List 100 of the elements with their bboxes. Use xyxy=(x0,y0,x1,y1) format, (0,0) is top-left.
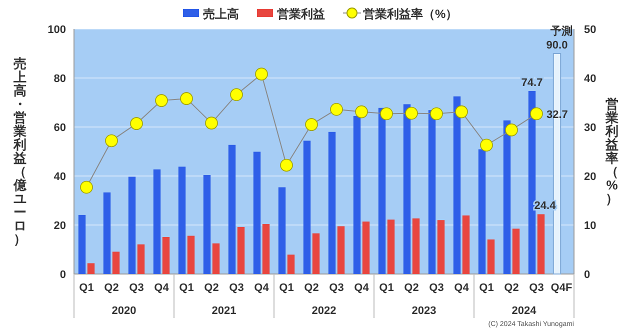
bar xyxy=(203,175,211,274)
bar xyxy=(128,176,136,274)
point xyxy=(230,88,243,102)
x-tick-label: Q3 xyxy=(529,282,544,294)
x-tick-label: Q3 xyxy=(329,282,344,294)
annotation: 予測 xyxy=(550,24,572,38)
bar xyxy=(237,226,245,274)
bar xyxy=(453,96,461,274)
bar xyxy=(303,140,311,274)
bar xyxy=(328,132,336,274)
point xyxy=(255,68,268,80)
bar xyxy=(403,104,411,274)
x-tick-label: Q4 xyxy=(254,282,270,294)
point xyxy=(305,118,318,131)
y2-tick-label: 20 xyxy=(584,171,596,183)
point xyxy=(480,138,493,152)
data-label: 32.7 xyxy=(546,108,568,121)
x-tick-label: Q2 xyxy=(404,282,419,294)
point xyxy=(280,158,293,172)
x-tick-label: Q2 xyxy=(204,282,219,294)
legend-label: 営業利益 xyxy=(277,7,325,21)
x-tick-label: Q4F xyxy=(550,282,572,294)
text: 2024 xyxy=(512,305,538,317)
y-tick-label: 20 xyxy=(54,220,66,232)
bar xyxy=(528,90,536,274)
x-tick-label: Q1 xyxy=(179,282,194,294)
bar xyxy=(337,226,345,274)
x-tick-label: Q2 xyxy=(304,282,319,294)
bar xyxy=(103,192,111,274)
bar xyxy=(537,214,545,274)
legend-label: 営業利益率（%） xyxy=(363,7,458,21)
point xyxy=(455,105,468,118)
bar xyxy=(87,263,95,274)
bar xyxy=(112,252,120,274)
data-label: 74.7 xyxy=(521,76,543,89)
y2-axis-title: 営業利益率（%） xyxy=(604,96,618,206)
point xyxy=(180,92,193,105)
y-tick-label: 0 xyxy=(60,269,66,281)
y-tick-label: 60 xyxy=(54,122,66,134)
bar xyxy=(478,149,486,274)
point xyxy=(105,134,118,148)
x-tick-label: Q1 xyxy=(479,282,494,294)
bar xyxy=(137,244,145,274)
point xyxy=(80,180,93,194)
text: 2022 xyxy=(312,305,336,317)
bar xyxy=(78,214,86,274)
bar xyxy=(487,239,495,274)
text: 2021 xyxy=(212,305,236,317)
point xyxy=(380,107,393,120)
bar xyxy=(153,169,161,274)
y2-tick-label: 30 xyxy=(584,122,596,134)
bar xyxy=(287,254,295,274)
x-tick-label: Q4 xyxy=(354,282,370,294)
text: 売上高・営業利益（億ユーロ） xyxy=(14,56,26,246)
point xyxy=(405,106,418,120)
point xyxy=(205,116,218,130)
point xyxy=(530,107,543,120)
bar xyxy=(312,233,320,274)
bar xyxy=(178,166,186,274)
bar xyxy=(278,187,286,274)
bar xyxy=(362,222,370,274)
point xyxy=(430,107,443,120)
bar xyxy=(262,224,270,274)
bar xyxy=(437,220,445,274)
y-tick-label: 40 xyxy=(54,171,66,183)
y-tick-label: 80 xyxy=(54,73,66,85)
x-tick-label: Q1 xyxy=(279,282,294,294)
x-tick-label: Q3 xyxy=(229,282,244,294)
y2-tick-label: 40 xyxy=(584,73,596,85)
text: 2020 xyxy=(112,305,136,317)
x-tick-label: Q2 xyxy=(104,282,119,294)
point xyxy=(330,102,343,116)
text: 2023 xyxy=(412,305,436,317)
bar xyxy=(503,120,511,274)
x-tick-label: Q4 xyxy=(454,282,470,294)
bar xyxy=(228,144,236,274)
x-tick-label: Q3 xyxy=(129,282,144,294)
bar xyxy=(428,110,436,274)
data-label: 90.0 xyxy=(546,40,568,52)
point xyxy=(130,117,143,130)
y2-tick-label: 0 xyxy=(584,269,590,281)
y-tick-label: 100 xyxy=(48,24,66,36)
bar xyxy=(253,152,261,274)
bar xyxy=(412,218,420,274)
x-tick-label: Q1 xyxy=(379,282,394,294)
bar xyxy=(387,220,395,274)
bar xyxy=(378,108,386,274)
point xyxy=(505,124,518,136)
y2-tick-label: 10 xyxy=(584,220,596,232)
bar xyxy=(212,243,220,274)
bar xyxy=(512,228,520,274)
x-tick-label: Q3 xyxy=(429,282,444,294)
x-tick-label: Q4 xyxy=(154,282,170,294)
legend-label: 売上高 xyxy=(203,7,239,21)
x-tick-label: Q2 xyxy=(504,282,519,294)
point xyxy=(155,94,168,107)
y2-tick-label: 50 xyxy=(584,24,596,36)
bar xyxy=(187,236,195,274)
bar xyxy=(462,215,470,274)
point xyxy=(355,105,368,118)
